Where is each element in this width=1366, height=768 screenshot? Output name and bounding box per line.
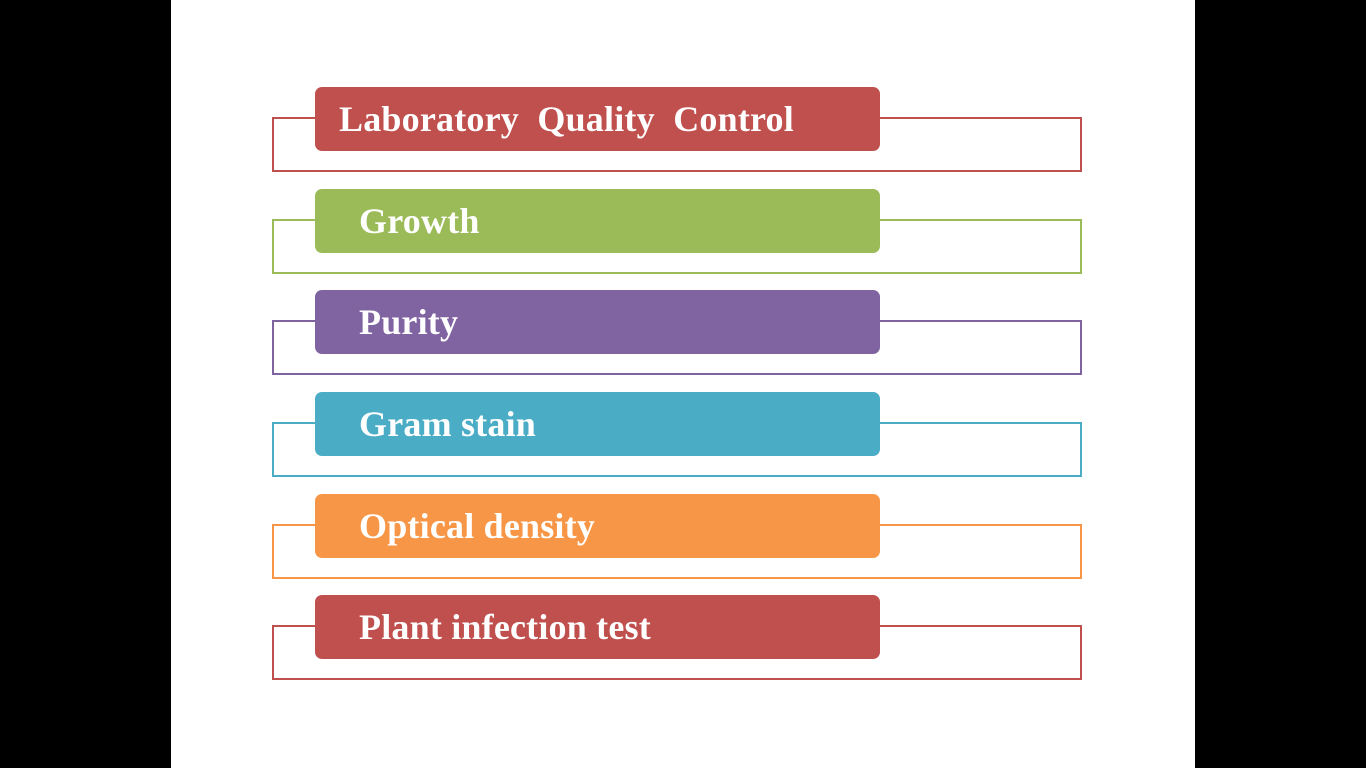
item-label-bar: Plant infection test [315,595,880,659]
item-label: Purity [359,302,459,342]
list-item-plant-infection-test: Plant infection test [171,595,1195,697]
list-item-optical-density: Optical density [171,494,1195,596]
slide: Laboratory Quality Control Growth Purity… [171,0,1195,768]
list-item-growth: Growth [171,189,1195,291]
item-label-bar: Gram stain [315,392,880,456]
list-item-gram-stain: Gram stain [171,392,1195,494]
item-label-bar: Optical density [315,494,880,558]
item-label: Gram stain [359,404,536,444]
item-label: Plant infection test [359,607,651,647]
item-label-bar: Purity [315,290,880,354]
list-item-purity: Purity [171,290,1195,392]
item-label-bar: Growth [315,189,880,253]
item-label: Laboratory Quality Control [339,99,794,139]
item-label: Optical density [359,506,596,546]
item-label: Growth [359,201,480,241]
item-label-bar: Laboratory Quality Control [315,87,880,151]
list-item-quality-control: Laboratory Quality Control [171,87,1195,189]
